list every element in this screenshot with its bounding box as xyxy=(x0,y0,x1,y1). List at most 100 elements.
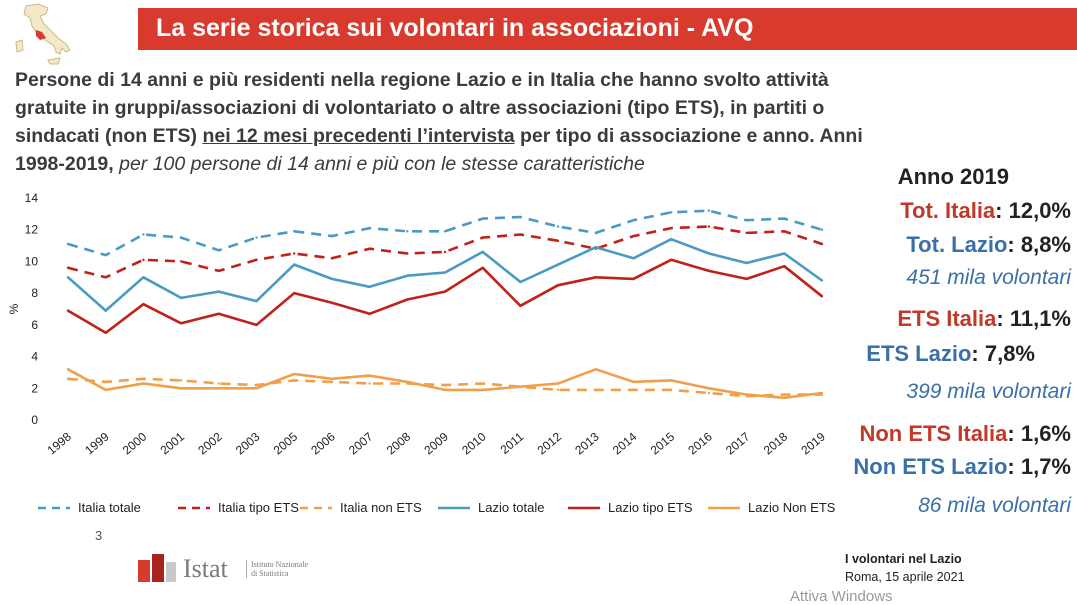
line-chart: 0 2 4 6 8 10 12 14% 1998 1999 2000 2001 2002 2003 2005… xyxy=(7,191,828,457)
stats-year: Anno 2019 xyxy=(897,164,1009,189)
data-point xyxy=(217,269,220,273)
y-tick-label: 0 xyxy=(31,413,38,427)
data-point xyxy=(330,257,334,260)
y-axis-label: % xyxy=(7,303,21,314)
legend-item: Italia non ETS xyxy=(300,500,422,515)
legend-label: Lazio Non ETS xyxy=(748,500,836,515)
data-point xyxy=(443,250,447,254)
x-tick-label: 2016 xyxy=(685,429,715,457)
data-point xyxy=(783,393,786,396)
x-tick-label: 2017 xyxy=(723,429,753,457)
data-point xyxy=(556,284,560,287)
data-point xyxy=(670,226,673,230)
data-point xyxy=(406,380,409,384)
legend-swatch xyxy=(438,506,470,509)
data-point xyxy=(632,380,635,384)
data-point xyxy=(293,379,296,382)
data-point xyxy=(556,263,560,266)
data-point xyxy=(368,312,371,315)
data-point xyxy=(707,225,711,228)
x-tick-label: 2002 xyxy=(195,429,225,457)
x-tick-label: 2006 xyxy=(308,429,338,457)
data-point xyxy=(142,258,145,262)
data-point xyxy=(217,249,220,252)
data-point xyxy=(745,261,748,265)
data-point xyxy=(820,279,824,282)
data-point xyxy=(783,264,786,268)
data-point xyxy=(66,368,70,371)
data-point xyxy=(519,280,522,284)
stat-non-ets-italia: Non ETS Italia: 1,6% xyxy=(859,421,1071,447)
data-point xyxy=(142,276,145,279)
stat-non-ets-volunteers: 86 mila volontari xyxy=(918,494,1071,517)
y-tick-label: 2 xyxy=(31,381,38,395)
data-point xyxy=(406,230,409,233)
y-tick-label: 6 xyxy=(31,318,38,332)
data-point xyxy=(293,291,296,295)
x-tick-label: 2019 xyxy=(798,429,828,457)
data-point xyxy=(707,252,711,255)
data-point xyxy=(179,322,183,325)
data-point xyxy=(293,263,296,266)
data-point xyxy=(330,301,334,304)
data-point xyxy=(255,383,258,387)
data-point xyxy=(481,382,484,385)
legend-label: Lazio totale xyxy=(478,500,545,515)
chart-subtitle: Persone di 14 anni e più residenti nella… xyxy=(15,66,895,178)
italy-map-icon xyxy=(15,3,71,65)
data-point xyxy=(104,380,107,384)
data-point xyxy=(368,382,371,385)
data-point xyxy=(820,242,824,246)
data-point xyxy=(707,391,711,395)
data-point xyxy=(632,277,635,281)
data-point xyxy=(368,285,371,288)
data-point xyxy=(142,233,145,236)
data-point xyxy=(670,238,673,241)
legend-swatch xyxy=(300,506,332,509)
data-point xyxy=(519,304,522,308)
data-point xyxy=(632,234,635,238)
stat-ets-lazio: ETS Lazio: 7,8% xyxy=(866,341,1035,367)
data-point xyxy=(820,228,824,231)
x-tick-label: 2018 xyxy=(761,429,791,457)
data-point xyxy=(745,231,748,235)
data-point xyxy=(519,233,522,236)
data-point xyxy=(594,368,597,371)
data-point xyxy=(330,380,334,384)
stat-ets-italia-label: ETS Italia xyxy=(897,306,997,331)
istat-logo-icon xyxy=(138,554,176,582)
data-point xyxy=(783,217,786,220)
stat-non-ets-lazio: Non ETS Lazio: 1,7% xyxy=(853,454,1071,480)
data-point xyxy=(632,219,635,222)
data-point xyxy=(330,234,334,238)
stat-tot-italia-label: Tot. Italia xyxy=(900,198,996,223)
data-point xyxy=(104,276,107,279)
data-point xyxy=(670,258,673,262)
data-point xyxy=(66,266,70,269)
data-point xyxy=(783,230,786,233)
data-point xyxy=(293,230,296,233)
data-point xyxy=(783,252,786,255)
page-title: La serie storica sui volontari in associ… xyxy=(156,14,754,42)
data-point xyxy=(368,226,371,230)
x-tick-label: 1999 xyxy=(82,429,112,457)
data-point xyxy=(217,312,220,315)
x-tick-label: 2003 xyxy=(233,429,263,457)
legend-label: Italia totale xyxy=(78,500,141,515)
x-tick-label: 2014 xyxy=(610,429,640,457)
data-point xyxy=(443,388,447,392)
stat-tot-italia-value: : 12,0% xyxy=(995,198,1071,223)
y-tick-label: 10 xyxy=(25,254,39,268)
data-point xyxy=(745,277,748,281)
data-point xyxy=(632,257,635,260)
data-point xyxy=(707,209,711,212)
data-point xyxy=(594,245,597,249)
data-point xyxy=(632,388,635,392)
data-point xyxy=(745,393,748,396)
data-point xyxy=(707,387,711,390)
subtitle-text: Persone di 14 anni e più residenti nella… xyxy=(15,69,829,147)
y-tick-label: 12 xyxy=(25,223,39,237)
data-point xyxy=(481,388,484,392)
istat-logo: Istat Istituto Nazionale di Statistica xyxy=(138,552,308,586)
data-point xyxy=(594,231,597,235)
